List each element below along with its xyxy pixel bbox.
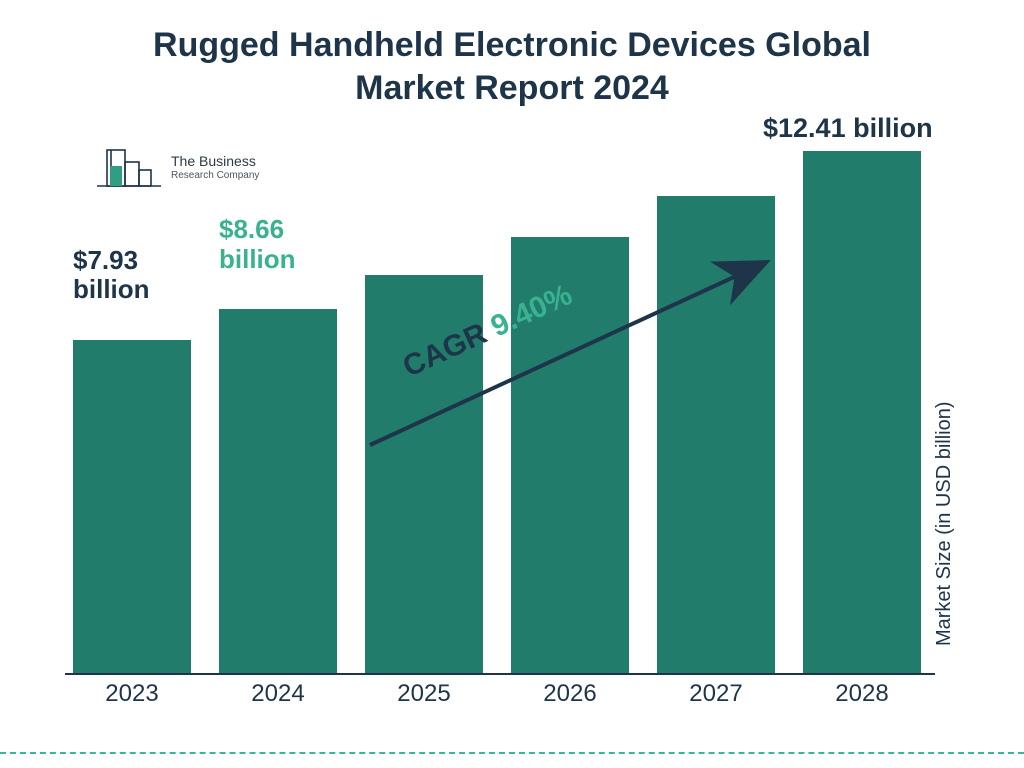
plot-region [65, 120, 935, 675]
bar-2024 [219, 309, 337, 673]
x-label-2025: 2025 [365, 680, 483, 708]
x-label-2026: 2026 [511, 680, 629, 708]
footer-divider [0, 752, 1024, 754]
value-label-2028: $12.41 billion [763, 113, 983, 144]
y-axis-label: Market Size (in USD billion) [934, 402, 957, 647]
title-line-1: Rugged Handheld Electronic Devices Globa… [0, 24, 1024, 67]
x-label-2023: 2023 [73, 680, 191, 708]
title-line-2: Market Report 2024 [0, 67, 1024, 110]
chart-title: Rugged Handheld Electronic Devices Globa… [0, 0, 1024, 109]
x-label-2027: 2027 [657, 680, 775, 708]
value-label-2024: $8.66billion [219, 215, 337, 275]
bar-2027 [657, 196, 775, 673]
bar-2028 [803, 151, 921, 673]
x-label-2028: 2028 [803, 680, 921, 708]
x-label-2024: 2024 [219, 680, 337, 708]
bar-chart: CAGR 9.40% Market Size (in USD billion) … [65, 120, 935, 715]
value-label-2023: $7.93billion [73, 246, 191, 306]
bar-2023 [73, 340, 191, 673]
